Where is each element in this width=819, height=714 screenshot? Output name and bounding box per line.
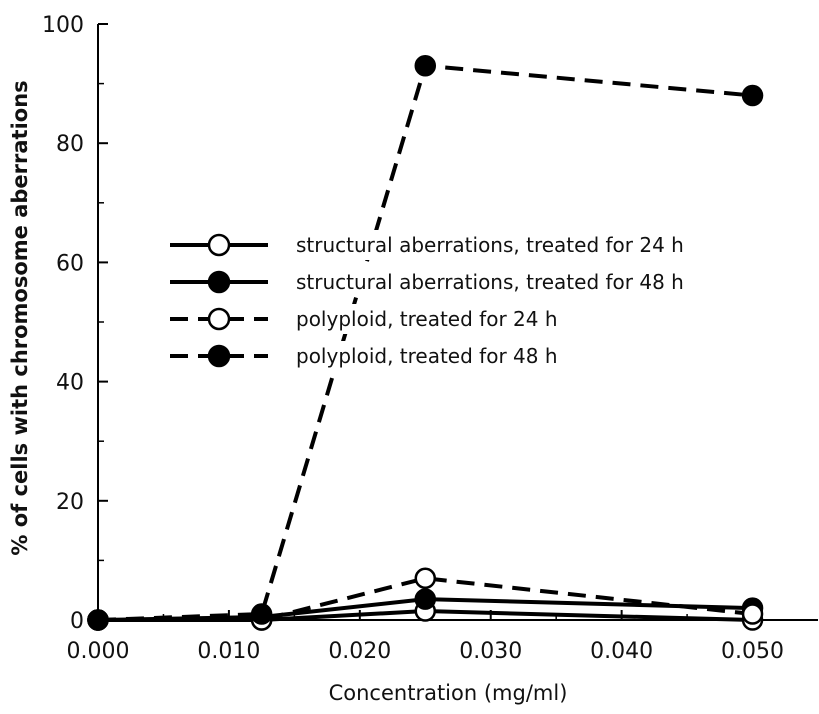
x-tick-label: 0.000 <box>67 639 130 664</box>
x-axis-label: Concentration (mg/ml) <box>329 681 568 705</box>
legend-label: structural aberrations, treated for 24 h <box>296 233 684 257</box>
y-tick-label: 0 <box>70 609 84 634</box>
series-2-point <box>414 588 437 610</box>
series-layer <box>87 54 764 631</box>
y-tick-label: 20 <box>56 490 84 515</box>
series-line-4 <box>97 63 753 622</box>
legend: structural aberrations, treated for 24 h… <box>162 230 762 371</box>
series-3-point <box>414 567 437 590</box>
legend-marker <box>207 270 231 294</box>
series-3-point <box>741 603 764 625</box>
x-tick-label: 0.020 <box>328 639 391 664</box>
legend-marker <box>207 233 231 257</box>
legend-label: structural aberrations, treated for 48 h <box>296 270 684 294</box>
legend-marker <box>207 307 231 331</box>
x-tick-label: 0.030 <box>459 639 522 664</box>
x-tick-label: 0.010 <box>197 639 260 664</box>
series-line-2 <box>97 597 753 622</box>
y-tick-label: 100 <box>42 13 84 38</box>
y-tick-label: 40 <box>56 371 84 396</box>
legend-marker <box>207 344 231 368</box>
series-4-point <box>250 603 273 625</box>
x-tick-label: 0.040 <box>590 639 653 664</box>
legend-label: polyploid, treated for 24 h <box>296 307 558 331</box>
series-4-point <box>414 54 437 77</box>
series-4-point <box>741 84 764 107</box>
x-tick-label: 0.050 <box>721 639 784 664</box>
series-4-point <box>87 609 109 631</box>
y-tick-label: 60 <box>56 251 84 276</box>
y-axis-label: % of cells with chromosome aberrations <box>8 80 32 555</box>
legend-label: polyploid, treated for 48 h <box>296 344 558 368</box>
y-tick-label: 80 <box>56 132 84 157</box>
axes: 0 20 40 60 80 100 0.000 0.010 0.020 0.030 0.040 0.0… <box>42 13 818 664</box>
